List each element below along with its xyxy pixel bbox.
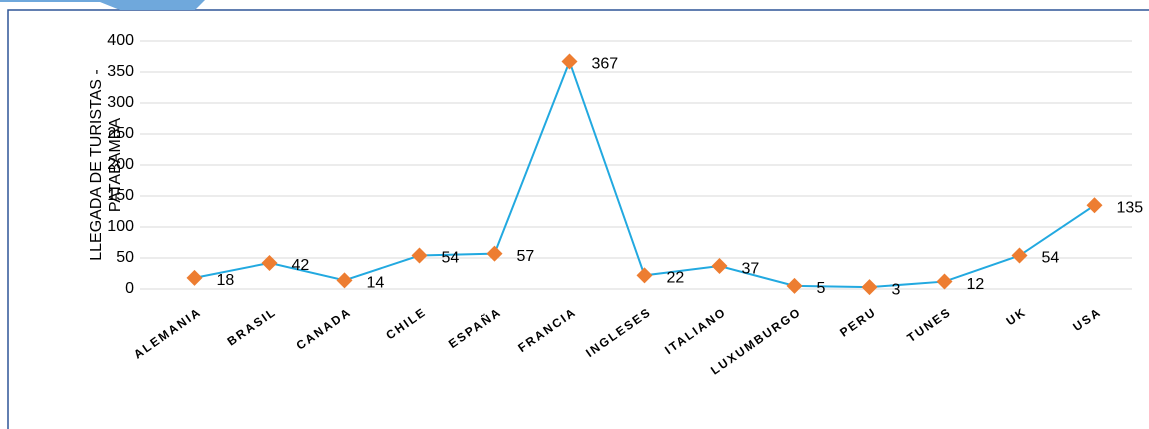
marker — [1011, 247, 1028, 264]
data-label: 37 — [742, 260, 760, 277]
x-tick-label: FRANCIA — [515, 305, 579, 355]
y-tick-label: 300 — [107, 94, 134, 111]
marker — [636, 267, 653, 284]
x-tick-label: UK — [1004, 305, 1030, 329]
data-label: 3 — [892, 281, 901, 298]
marker — [486, 245, 503, 262]
marker — [411, 247, 428, 264]
x-tick-label: ALEMANIA — [131, 305, 204, 362]
x-tick-label: BRASIL — [225, 305, 279, 349]
marker — [861, 279, 878, 296]
marker — [1086, 197, 1103, 214]
y-axis-label: LLEGADA DE TURISTAS - PATABAMBA — [88, 69, 124, 261]
y-tick-label: 400 — [107, 32, 134, 49]
logo — [0, 0, 205, 10]
data-label: 54 — [1042, 250, 1060, 267]
x-tick-label: CANADA — [294, 305, 354, 353]
x-tick-label: TUNES — [905, 305, 955, 346]
y-tick-label: 250 — [107, 125, 134, 142]
line — [194, 58, 1096, 289]
data-label: 135 — [1117, 200, 1144, 217]
marker — [786, 277, 803, 294]
marker — [261, 254, 278, 271]
y-tick-label: 100 — [107, 218, 134, 235]
data-label: 54 — [442, 250, 460, 267]
data-label: 42 — [292, 257, 310, 274]
data-label: 5 — [817, 280, 826, 297]
y-tick-label: 150 — [107, 187, 134, 204]
y-tick-label: 200 — [107, 156, 134, 173]
marker — [711, 258, 728, 275]
y-tick-label: 0 — [125, 280, 134, 297]
y-tick-label: 50 — [116, 249, 134, 266]
marker — [336, 272, 353, 289]
data-label: 57 — [517, 248, 535, 265]
data-label: 22 — [667, 270, 685, 287]
y-tick-label: 350 — [107, 63, 134, 80]
x-tick-label: ESPAÑA — [445, 304, 504, 351]
x-tick-label: PERU — [837, 305, 879, 340]
marker — [186, 269, 203, 286]
data-label: 14 — [367, 275, 385, 292]
data-label: 18 — [217, 272, 235, 289]
x-tick-label: ITALIANO — [662, 305, 729, 358]
x-tick-label: INGLESES — [583, 305, 654, 360]
data-label: 12 — [967, 276, 985, 293]
x-tick-label: USA — [1070, 305, 1104, 334]
frame — [7, 9, 1149, 429]
marker — [936, 273, 953, 290]
marker — [561, 53, 578, 70]
data-label: 367 — [592, 56, 619, 73]
x-tick-label: CHILE — [383, 305, 429, 343]
